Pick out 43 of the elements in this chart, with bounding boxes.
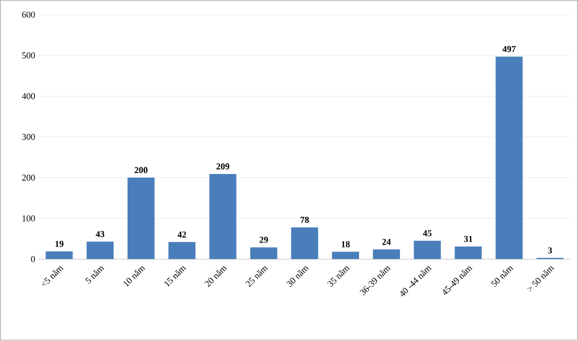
x-tick-label: 10 năm [124, 266, 146, 288]
data-label: 78 [300, 216, 309, 224]
data-label: 31 [464, 236, 472, 242]
data-label: 497 [502, 46, 516, 52]
x-tick-label: 50 năm [490, 266, 514, 288]
bar [46, 252, 73, 260]
x-tick-label: 15 năm [164, 266, 186, 288]
bar [86, 242, 114, 260]
bar [128, 178, 155, 260]
data-label: 29 [260, 236, 268, 244]
bar [209, 174, 236, 260]
bar [414, 241, 441, 260]
x-tick-label: 40 -44 năm [400, 266, 432, 297]
y-tick-label: 200 [22, 174, 35, 181]
data-label: 19 [55, 241, 64, 248]
bar [496, 56, 523, 260]
y-tick-label: 400 [22, 93, 35, 100]
bar [332, 252, 360, 260]
y-tick-label: 300 [22, 134, 35, 140]
x-tick-label: 30 năm [286, 266, 309, 288]
x-tick-label: > 50 năm [526, 266, 554, 292]
data-label: 45 [422, 230, 432, 236]
bar [168, 242, 196, 260]
x-tick-label: <5 năm [42, 266, 64, 286]
data-label: 18 [342, 241, 350, 248]
data-label: 3 [548, 248, 552, 254]
x-tick-label: 20 năm [204, 266, 228, 288]
bar [372, 250, 400, 260]
x-tick-label: 5 năm [85, 266, 104, 284]
y-tick-label: 100 [22, 216, 35, 222]
data-label: 200 [134, 167, 148, 174]
data-label: 42 [178, 232, 186, 238]
y-tick-label: 0 [31, 256, 35, 262]
bar [250, 248, 278, 260]
data-label: 209 [216, 164, 230, 170]
x-tick-label: 25 năm [246, 266, 268, 288]
bar [454, 246, 482, 260]
data-label: 43 [96, 231, 104, 238]
bar [291, 228, 318, 260]
y-tick-label: 500 [22, 52, 35, 59]
y-tick-label: 600 [22, 12, 35, 18]
data-label: 24 [382, 239, 391, 246]
x-tick-label: 35 năm [327, 266, 350, 288]
